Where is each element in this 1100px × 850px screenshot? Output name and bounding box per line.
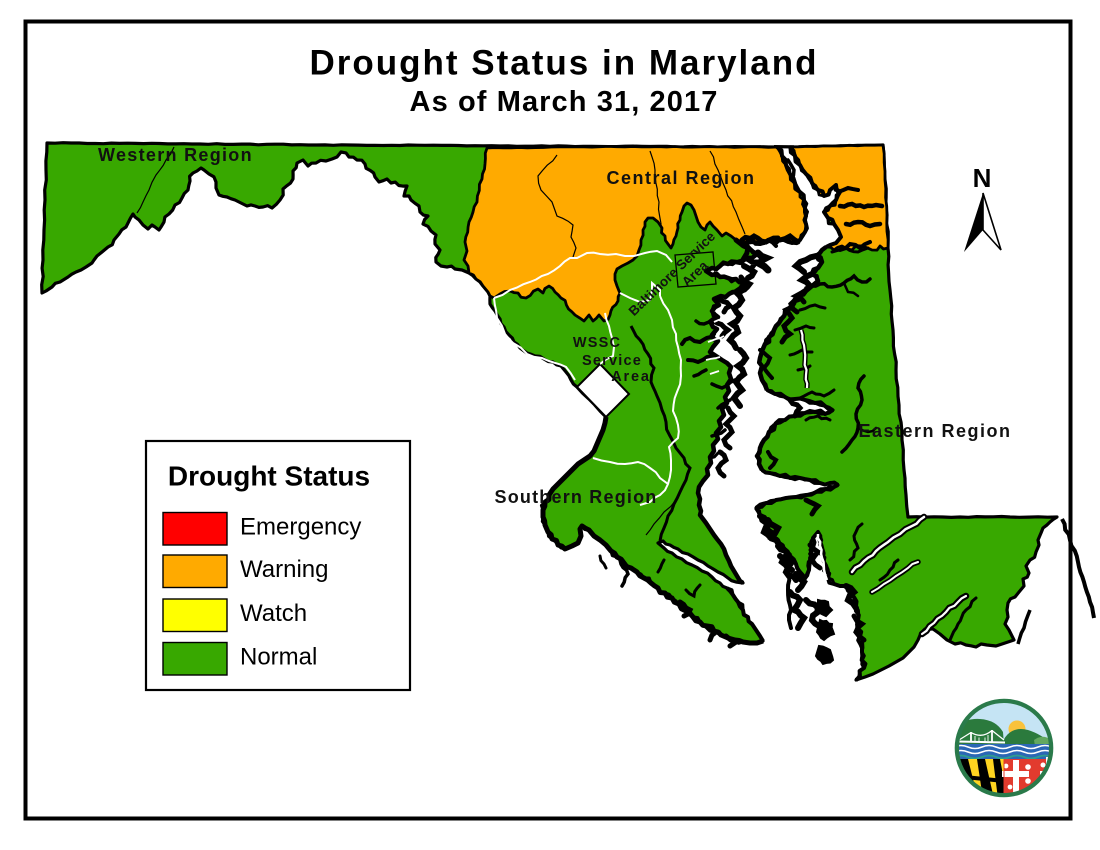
svg-text:Emergency: Emergency: [240, 514, 361, 541]
svg-text:Western Region: Western Region: [98, 145, 253, 165]
svg-text:Normal: Normal: [240, 644, 317, 671]
svg-text:Drought Status in Maryland: Drought Status in Maryland: [310, 44, 819, 83]
svg-text:As of March 31, 2017: As of March 31, 2017: [410, 86, 719, 118]
svg-text:Area: Area: [611, 369, 650, 385]
svg-text:WSSC: WSSC: [573, 335, 621, 351]
svg-text:Service: Service: [582, 353, 642, 369]
svg-text:N: N: [973, 163, 992, 193]
svg-text:Drought Status: Drought Status: [168, 461, 370, 492]
svg-text:Eastern Region: Eastern Region: [858, 421, 1011, 441]
svg-text:Watch: Watch: [240, 600, 307, 627]
svg-text:Warning: Warning: [240, 556, 328, 583]
svg-text:Central Region: Central Region: [606, 168, 755, 188]
svg-text:Southern Region: Southern Region: [495, 487, 658, 507]
